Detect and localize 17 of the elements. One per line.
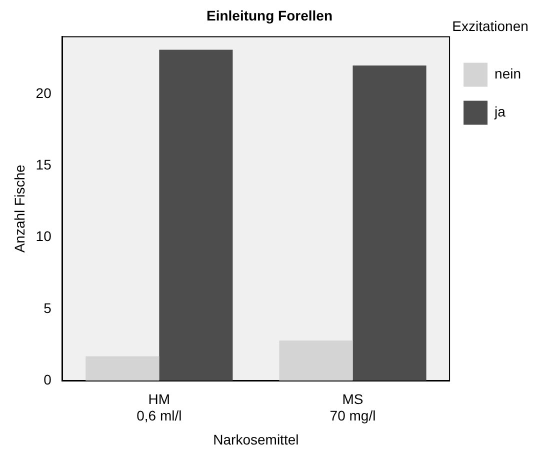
legend-label: ja — [494, 104, 506, 120]
chart-title: Einleitung Forellen — [206, 7, 333, 24]
bar — [279, 340, 353, 381]
x-tick-label: HM 0,6 ml/l — [136, 390, 182, 424]
x-axis-title: Narkosemittel — [213, 431, 299, 448]
y-tick-label: 10 — [36, 228, 52, 244]
bar — [86, 356, 160, 381]
x-tick-label: MS 70 mg/l — [330, 390, 376, 424]
y-tick-label: 5 — [44, 300, 52, 316]
bar — [352, 65, 426, 381]
y-tick-label: 0 — [44, 371, 52, 388]
legend-title: Exzitationen — [452, 18, 528, 34]
bar — [159, 50, 233, 381]
y-tick-label: 15 — [36, 156, 52, 173]
y-axis-title: Anzahl Fische — [11, 164, 28, 253]
y-tick-label: 20 — [36, 84, 52, 101]
legend-label: nein — [494, 66, 521, 82]
